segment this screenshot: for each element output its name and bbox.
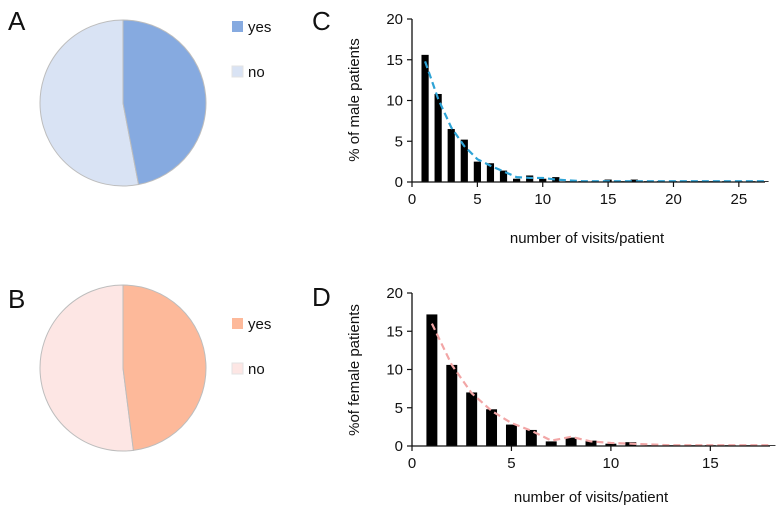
x-tick-label: 0 [408,455,416,472]
bar [605,443,617,446]
x-tick-label: 5 [473,191,481,208]
x-axis-title-male: number of visits/patient [510,230,665,247]
x-tick-label: 0 [408,191,416,208]
x-tick-label: 15 [600,191,617,208]
bar-chart-male: 0 5 10 15 20 25 0 5 10 15 20 number of visits/pati… [346,11,769,247]
bar [545,441,557,446]
pie-slice-no [39,19,140,187]
bar [460,139,468,182]
pie-slice-no [39,284,134,452]
pie-legend: yes no [231,316,271,378]
legend-swatch-no [231,65,244,78]
panel-letter-a: A [8,6,26,36]
bar [434,93,442,182]
bar [505,424,517,446]
bar [421,54,429,182]
y-tick-label: 15 [386,52,403,69]
bar [499,170,508,182]
x-tick-label: 25 [731,191,748,208]
panel-letter-c: C [312,6,331,36]
x-axis-title-female: number of visits/patient [514,489,669,506]
y-tick-label: 10 [386,93,403,110]
bar [486,163,495,182]
trend-line-male [424,61,765,183]
bar [426,314,438,446]
bar [446,364,458,446]
y-tick-label: 20 [386,285,403,302]
bar [473,161,481,183]
y-tick-label: 0 [395,438,403,455]
legend-label-no: no [248,64,265,81]
bars-male [421,54,769,183]
y-tick-label: 5 [395,400,403,417]
x-tick-label: 10 [603,455,620,472]
bar [585,440,597,446]
y-tick-label: 15 [386,323,403,340]
legend-swatch-no [231,362,244,375]
axes-female: 0 5 10 15 0 5 10 15 20 [386,285,770,472]
axes-male: 0 5 10 15 20 25 0 5 10 15 20 [386,11,765,208]
bar [552,177,560,182]
legend-swatch-yes [232,21,243,32]
pie-slice-yes [122,284,207,451]
bar [539,178,547,182]
legend-label-no: no [248,361,265,378]
y-tick-label: 20 [386,11,403,28]
pie-chart-male: yes no [39,19,271,187]
legend-label-yes: yes [248,316,271,333]
pie-slice-yes [122,19,207,186]
panel-letter-d: D [312,282,331,312]
x-tick-label: 5 [507,455,515,472]
legend-label-yes: yes [248,19,271,36]
bar [466,392,478,446]
bar [630,179,638,182]
bar [525,429,537,446]
y-tick-label: 10 [386,362,403,379]
bar [486,409,498,446]
bar [513,178,521,182]
x-tick-label: 10 [534,191,551,208]
y-axis-title-male: % of male patients [346,38,363,161]
legend-swatch-yes [232,318,243,329]
bar [565,437,577,446]
bar [447,129,455,182]
pie-legend: yes no [231,19,271,81]
x-tick-label: 15 [702,455,719,472]
y-tick-label: 5 [395,133,403,150]
pie-chart-female: yes no [39,284,271,452]
trend-line-female [430,323,770,447]
panel-letter-b: B [8,284,25,314]
x-tick-label: 20 [665,191,682,208]
y-tick-label: 0 [395,174,403,191]
bars-female [426,314,776,446]
y-axis-title-female: %of female patients [346,304,363,436]
